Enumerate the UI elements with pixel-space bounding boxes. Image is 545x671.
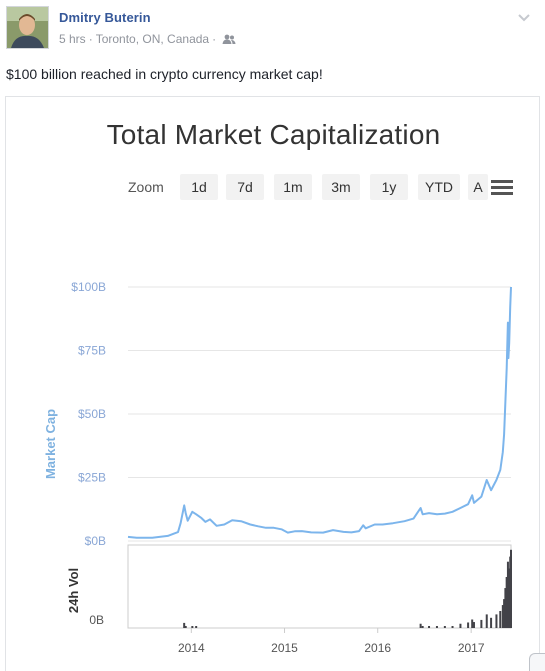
volume-bar [508, 568, 511, 628]
volume-bar [501, 605, 504, 628]
volume-bar [183, 622, 186, 628]
volume-axis-title: 24h Vol [66, 568, 81, 613]
post-time[interactable]: 5 hrs [59, 32, 86, 46]
volume-bar [451, 626, 454, 628]
y-axis-title: Market Cap [43, 409, 58, 479]
volume-bar [421, 626, 424, 628]
post-location[interactable]: Toronto, ON, Canada [95, 32, 210, 46]
volume-bar [435, 626, 438, 628]
x-tick-label: 2015 [271, 641, 298, 655]
post-text: $100 billion reached in crypto currency … [6, 66, 323, 82]
y-tick-label: $50B [78, 407, 106, 421]
y-tick-label: $25B [78, 471, 106, 485]
menu-icon[interactable] [490, 178, 514, 201]
volume-bar [505, 577, 508, 628]
market-cap-chart: $0B $25B $50B $75B $100B Market Cap 24h Vol 0B 2… [43, 280, 512, 655]
volume-bar [490, 617, 493, 628]
volume-bar [443, 626, 446, 628]
zoom-all-button[interactable]: A [468, 174, 488, 200]
chart-image[interactable]: Total Market Capitalization Zoom 1d 7d 1… [5, 96, 540, 671]
volume-bar [499, 611, 502, 628]
volume-bar [480, 619, 483, 628]
volume-bar [419, 623, 422, 628]
volume-bar [467, 622, 470, 628]
volume-bar [195, 626, 198, 628]
volume-bar [428, 626, 431, 628]
volume-bar [495, 614, 498, 628]
volume-bar [485, 614, 488, 628]
zoom-3m-button[interactable]: 3m [322, 174, 360, 200]
friends-icon[interactable] [222, 34, 236, 48]
y-tick-label: $0B [85, 534, 106, 548]
post-header: Dmitry Buterin 5 hrs · Toronto, ON, Canada… [6, 6, 539, 54]
volume-bar [471, 619, 474, 628]
volume-bar [459, 623, 462, 628]
market-cap-line [127, 286, 512, 539]
chart-title: Total Market Capitalization [106, 119, 441, 150]
y-tick-label: $75B [78, 344, 106, 358]
x-tick-label: 2014 [178, 641, 205, 655]
volume-bar [510, 549, 512, 628]
volume-bar [191, 626, 194, 628]
scroll-edge-tab[interactable] [529, 653, 545, 671]
volume-bar [504, 588, 507, 628]
volume-panel [127, 544, 512, 629]
volume-tick-label: 0B [89, 613, 104, 627]
zoom-7d-button[interactable]: 7d [226, 174, 264, 200]
zoom-1y-button[interactable]: 1y [370, 174, 408, 200]
x-tick-label: 2017 [458, 641, 485, 655]
post-author[interactable]: Dmitry Buterin [59, 10, 151, 25]
volume-bar [503, 599, 506, 628]
post-meta: 5 hrs · Toronto, ON, Canada · [59, 32, 236, 48]
volume-bar [472, 622, 475, 628]
zoom-1m-button[interactable]: 1m [274, 174, 312, 200]
x-tick-label: 2016 [364, 641, 391, 655]
chevron-down-icon[interactable] [517, 10, 531, 22]
avatar[interactable] [6, 6, 49, 49]
zoom-1d-button[interactable]: 1d [180, 174, 218, 200]
zoom-ytd-button[interactable]: YTD [418, 174, 460, 200]
zoom-label: Zoom [128, 179, 164, 195]
volume-bar [184, 626, 187, 628]
y-tick-label: $100B [71, 280, 106, 294]
